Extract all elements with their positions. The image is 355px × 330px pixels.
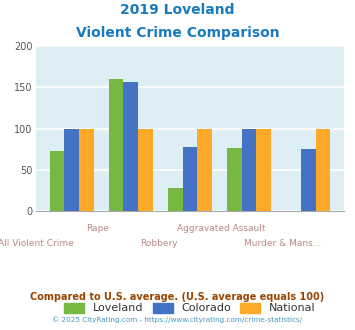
Bar [79,129,94,211]
Legend: Loveland, Colorado, National: Loveland, Colorado, National [64,303,316,313]
Bar [197,129,212,211]
Bar [242,129,256,211]
Bar [124,82,138,211]
Text: Compared to U.S. average. (U.S. average equals 100): Compared to U.S. average. (U.S. average … [31,292,324,302]
Bar [301,149,316,211]
Bar [168,188,182,211]
Text: Rape: Rape [86,224,109,233]
Bar [182,147,197,211]
Text: 2019 Loveland: 2019 Loveland [120,3,235,17]
Bar [316,129,330,211]
Text: Robbery: Robbery [140,239,178,248]
Bar [109,79,124,211]
Bar [138,129,153,211]
Text: © 2025 CityRating.com - https://www.cityrating.com/crime-statistics/: © 2025 CityRating.com - https://www.city… [53,317,302,323]
Bar [256,129,271,211]
Text: Violent Crime Comparison: Violent Crime Comparison [76,26,279,40]
Text: Aggravated Assault: Aggravated Assault [176,224,265,233]
Bar [227,148,242,211]
Bar [64,129,79,211]
Bar [50,151,64,211]
Text: Murder & Mans...: Murder & Mans... [244,239,321,248]
Text: All Violent Crime: All Violent Crime [0,239,73,248]
